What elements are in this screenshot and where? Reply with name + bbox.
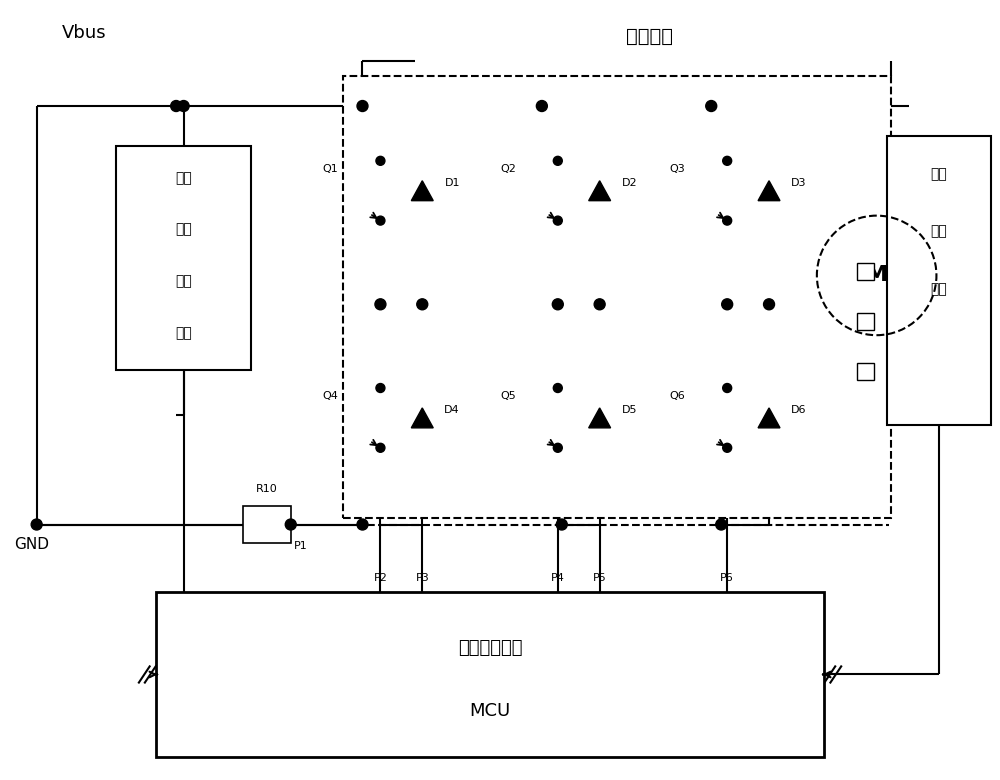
Text: 电机微处理器: 电机微处理器 [458,639,522,658]
Circle shape [357,519,368,530]
Text: Q1: Q1 [323,164,338,174]
Circle shape [553,216,562,225]
Circle shape [706,101,717,112]
Polygon shape [758,408,780,428]
Polygon shape [758,181,780,200]
Polygon shape [589,181,611,200]
Text: 位置: 位置 [931,167,947,181]
Circle shape [594,299,605,310]
FancyBboxPatch shape [243,505,291,544]
Text: P4: P4 [551,573,565,583]
Circle shape [171,101,182,112]
Circle shape [376,443,385,452]
Text: P2: P2 [373,573,387,583]
Circle shape [552,299,563,310]
Text: D1: D1 [444,178,460,188]
FancyBboxPatch shape [857,264,874,280]
Text: 母线: 母线 [175,171,192,185]
Text: D5: D5 [622,405,637,415]
FancyBboxPatch shape [116,146,251,370]
Circle shape [178,101,189,112]
Circle shape [556,519,567,530]
Text: Q5: Q5 [500,391,516,401]
Text: D2: D2 [622,178,637,188]
Text: Vbus: Vbus [62,24,106,42]
Text: Q2: Q2 [500,164,516,174]
Circle shape [375,299,386,310]
Circle shape [536,101,547,112]
Text: R10: R10 [256,484,278,494]
Circle shape [376,156,385,165]
Circle shape [376,384,385,392]
Circle shape [31,519,42,530]
Text: Q4: Q4 [323,391,339,401]
Circle shape [764,299,775,310]
Circle shape [723,443,732,452]
FancyBboxPatch shape [887,136,991,425]
Circle shape [553,156,562,165]
Text: Q6: Q6 [669,391,685,401]
Circle shape [723,384,732,392]
Text: 逆变电路: 逆变电路 [626,27,673,46]
Circle shape [553,384,562,392]
Circle shape [376,216,385,225]
Text: P1: P1 [294,541,308,551]
Text: 检测: 检测 [931,225,947,239]
Text: 检测: 检测 [175,275,192,289]
Text: P3: P3 [415,573,429,583]
Text: D6: D6 [791,405,807,415]
FancyBboxPatch shape [857,363,874,380]
Circle shape [722,299,733,310]
FancyBboxPatch shape [343,76,891,518]
Circle shape [723,156,732,165]
Circle shape [417,299,428,310]
Circle shape [285,519,296,530]
Text: MCU: MCU [469,702,511,720]
Text: D3: D3 [791,178,807,188]
Text: Q3: Q3 [669,164,685,174]
Circle shape [723,216,732,225]
FancyBboxPatch shape [156,592,824,757]
FancyBboxPatch shape [857,314,874,330]
Circle shape [553,443,562,452]
Circle shape [357,101,368,112]
Text: 电压: 电压 [175,222,192,236]
Polygon shape [411,181,433,200]
Circle shape [716,519,727,530]
Text: P6: P6 [720,573,734,583]
Text: 电路: 电路 [931,282,947,296]
Text: 电路: 电路 [175,326,192,340]
Polygon shape [589,408,611,428]
Text: M: M [866,265,888,285]
Text: P5: P5 [593,573,607,583]
Text: D4: D4 [444,405,460,415]
Polygon shape [411,408,433,428]
Text: GND: GND [14,537,49,552]
